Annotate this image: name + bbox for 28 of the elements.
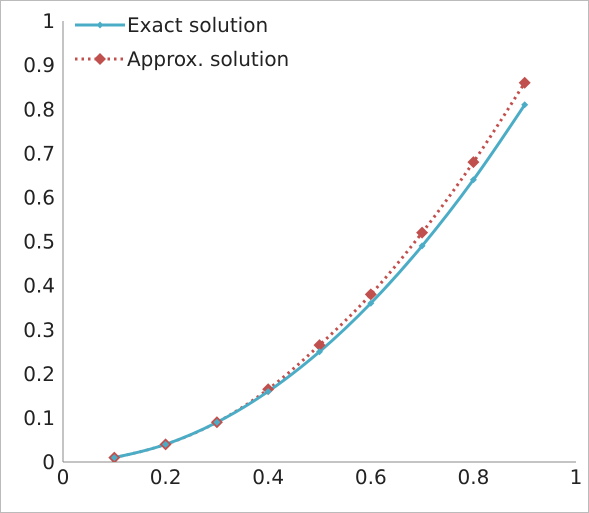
point [364, 288, 377, 300]
y-tick-label: 1 [42, 9, 55, 34]
y-tick-label: 0.3 [23, 318, 55, 342]
y-tick-label: 0.4 [23, 274, 55, 298]
legend-label: Approx. solution [127, 47, 290, 71]
y-tick-label: 0.9 [23, 53, 55, 78]
point [470, 176, 477, 184]
x-tick-label: 1 [570, 465, 582, 490]
point [518, 76, 531, 89]
y-tick-label: 0.2 [23, 362, 55, 386]
y-tick-label: 0.8 [23, 97, 55, 122]
legend-label: Exact solution [127, 13, 268, 37]
point [418, 242, 426, 250]
x-tick-label: 0.6 [354, 465, 387, 490]
y-tick-label: 0.1 [23, 406, 55, 430]
y-tick-label: 0.7 [23, 141, 55, 166]
y-tick-label: 0 [42, 450, 55, 474]
point [316, 348, 323, 356]
point [416, 226, 428, 239]
y-tick-label: 0.6 [23, 186, 55, 210]
point [367, 300, 374, 307]
point [521, 101, 528, 108]
x-tick-label: 0.2 [150, 465, 182, 490]
x-tick-label: 0.4 [252, 465, 284, 490]
point [314, 339, 326, 352]
x-tick-label: 0.8 [457, 465, 490, 490]
y-tick-label: 0.5 [23, 230, 55, 254]
point [467, 156, 480, 168]
